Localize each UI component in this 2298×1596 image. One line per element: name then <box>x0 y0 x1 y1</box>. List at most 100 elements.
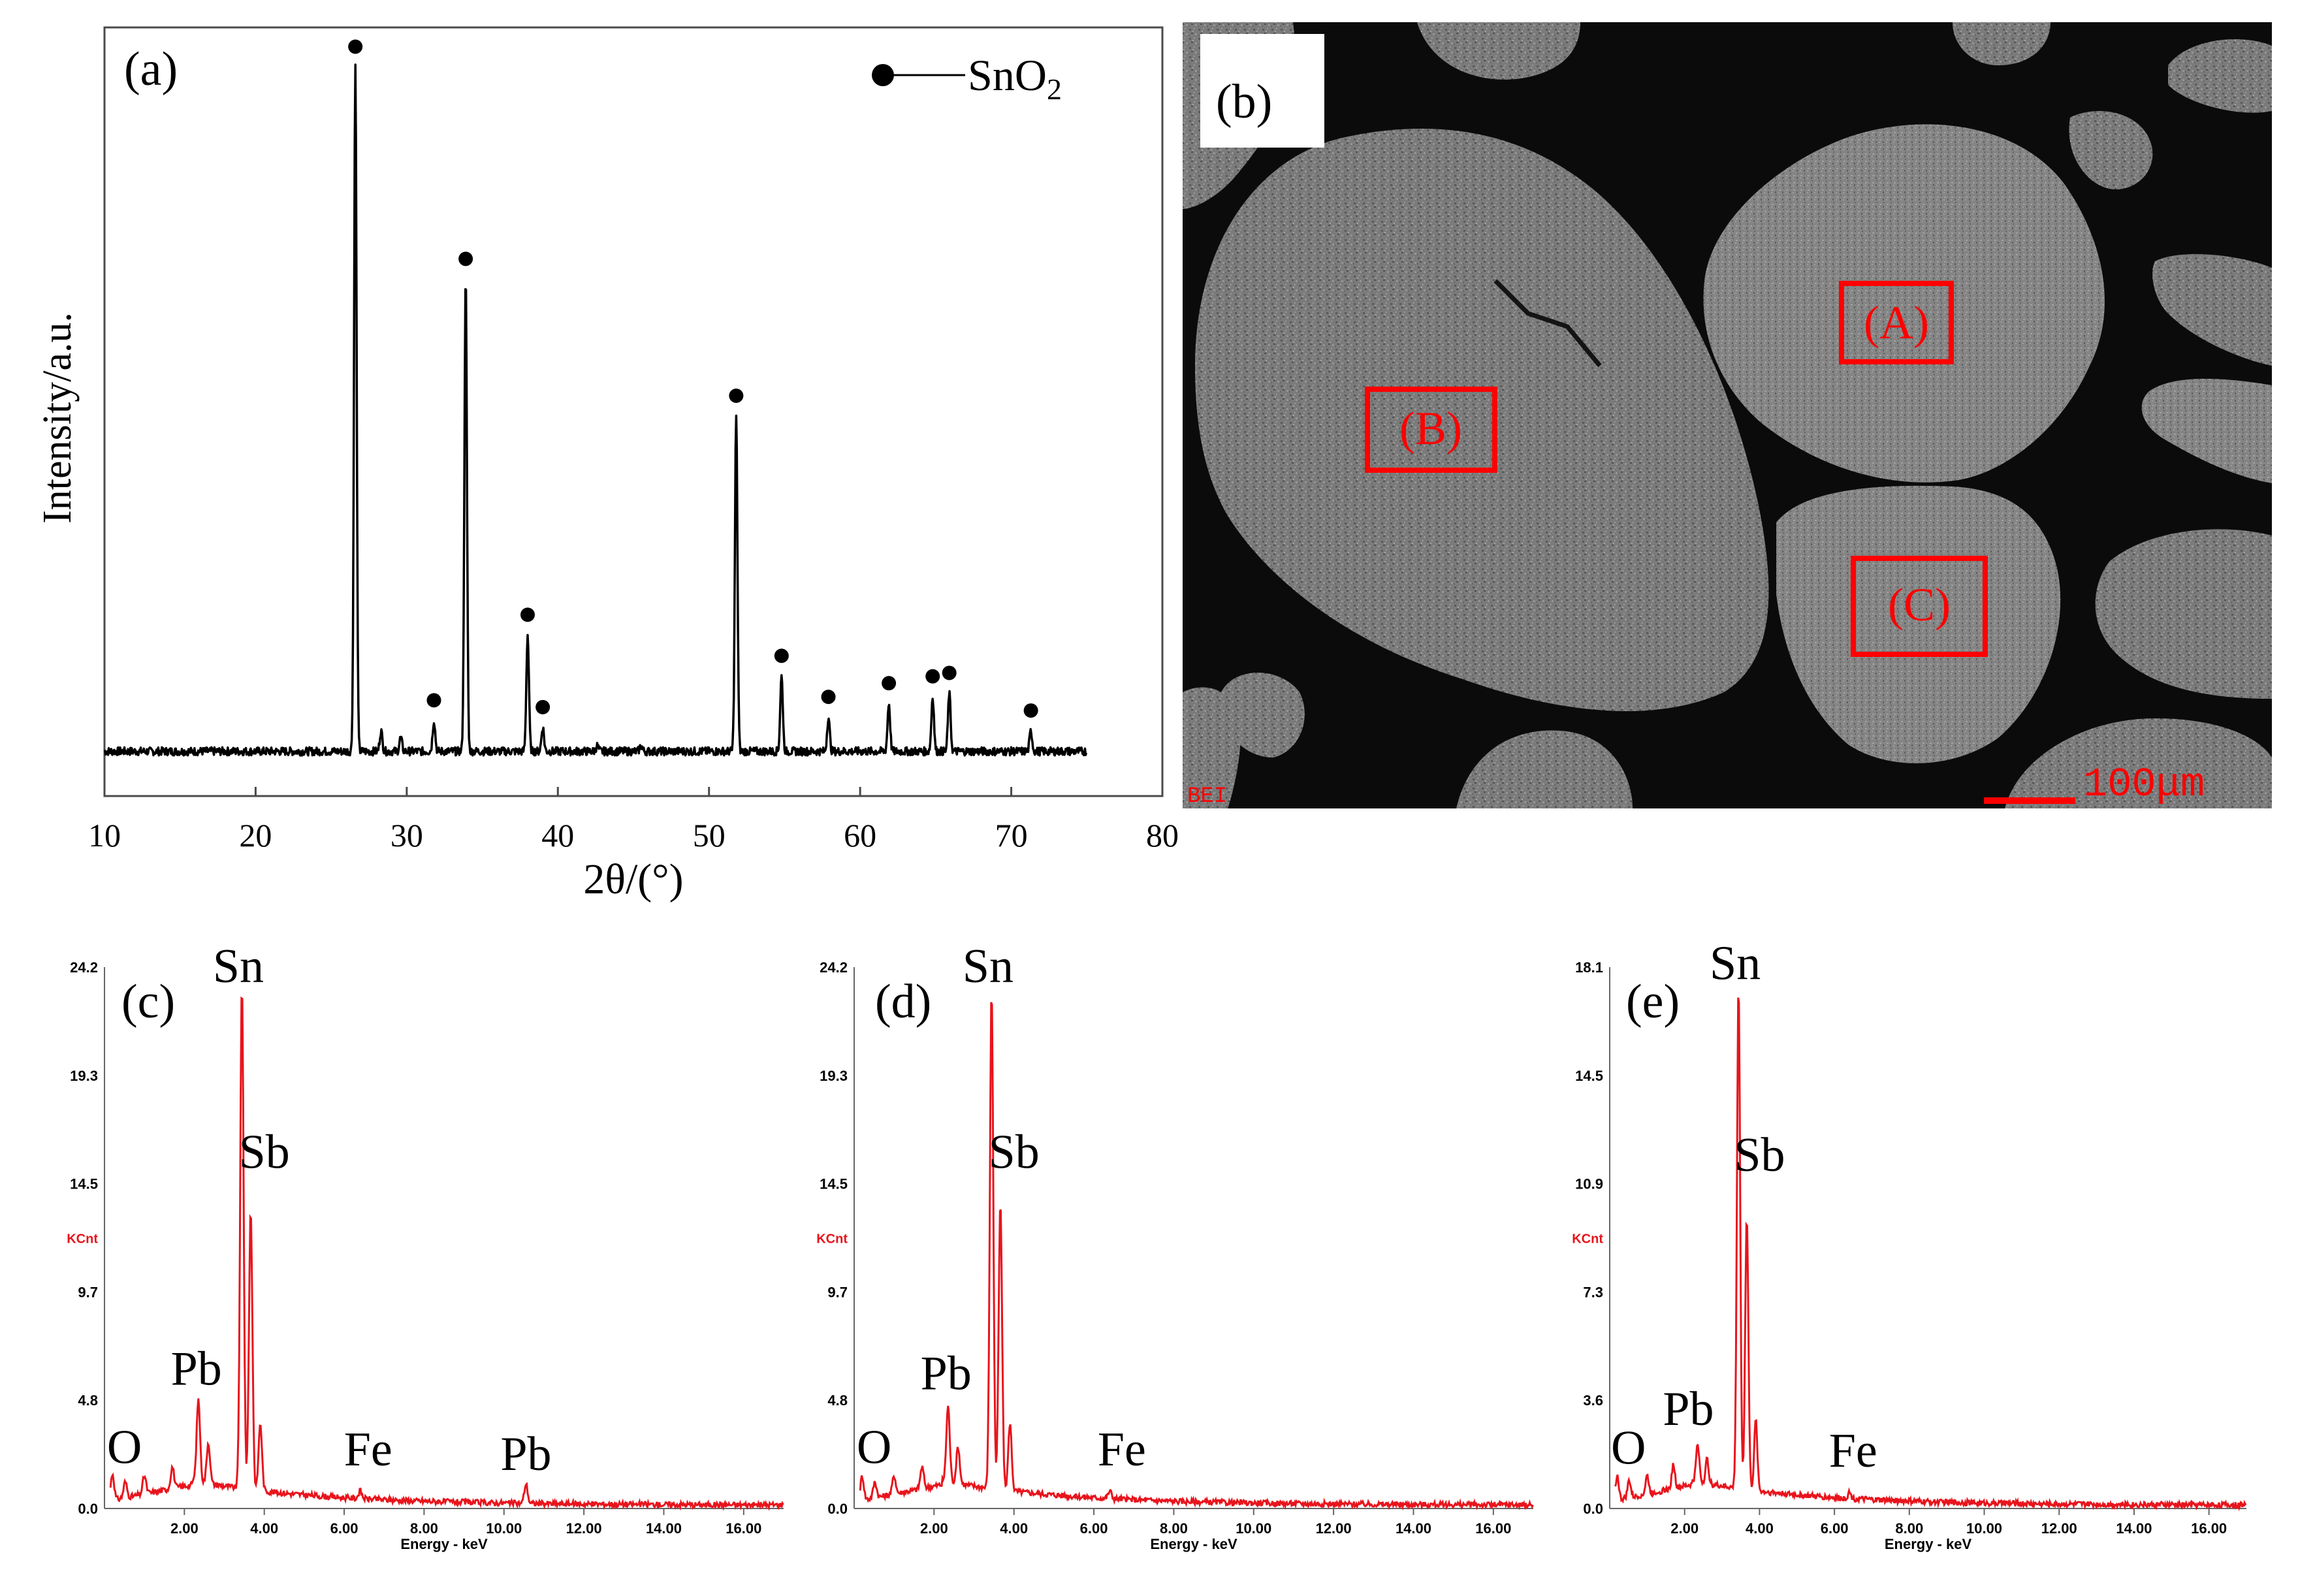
eds-x-tick-label: 4.00 <box>250 1520 278 1537</box>
element-label-pb: Pb <box>171 1343 222 1396</box>
eds-x-tick-label: 2.00 <box>170 1520 199 1537</box>
eds-y-tick-label: 18.1 <box>1575 959 1603 976</box>
xrd-x-tick-label: 80 <box>1146 817 1179 854</box>
particle-right-edge-bottom <box>2152 254 2272 366</box>
element-label-sb: Sb <box>989 1125 1040 1179</box>
sem-image-panel: (b) (A) (B) (C) BEI 100μm <box>1183 22 2272 809</box>
panel-label-a: (a) <box>124 42 178 96</box>
eds-x-axis-label: Energy - keV <box>1150 1536 1237 1552</box>
region-label-C: (C) <box>1888 579 1951 631</box>
eds-x-tick-label: 6.00 <box>1821 1520 1849 1537</box>
eds-y-tick-label: 0.0 <box>78 1501 98 1517</box>
eds-panel-e: 0.0 3.6 7.3 10.9 14.5 18.1 KCnt 2.00 4.00 6.00 8.0… <box>1572 937 2247 1552</box>
xrd-x-tick-label: 30 <box>391 817 423 854</box>
element-label-pb: Pb <box>500 1428 551 1481</box>
eds-y-tick-label: 19.3 <box>70 1068 98 1084</box>
xrd-x-tick-label: 40 <box>541 817 574 854</box>
peak-marker <box>882 676 897 691</box>
element-label-fe: Fe <box>1829 1424 1877 1478</box>
particle-top-mid <box>1417 22 1580 80</box>
panel-label-d: (d) <box>875 975 931 1029</box>
eds-y-tick-label: 7.3 <box>1583 1284 1603 1300</box>
eds-x-axis-label: Energy - keV <box>1885 1536 1972 1552</box>
peak-marker <box>942 665 957 680</box>
xrd-line-sno2 <box>103 63 1088 757</box>
eds-x-tick-label: 8.00 <box>410 1520 438 1537</box>
element-label-sn: Sn <box>213 940 264 993</box>
eds-x-axis-label: Energy - keV <box>400 1536 488 1552</box>
eds-x-tick-label: 12.00 <box>566 1520 602 1537</box>
region-box-C: (C) <box>1851 556 1988 657</box>
eds-x-tick-label: 10.00 <box>486 1520 522 1537</box>
particle-C <box>1776 485 2061 763</box>
xrd-y-axis-label: Intensity/a.u. <box>35 312 80 524</box>
particle-bottom-right <box>2005 718 2272 808</box>
xrd-x-axis-label: 2θ/(°) <box>583 855 683 903</box>
eds-y-tick-label: 4.8 <box>78 1392 98 1409</box>
eds-x-tick-label: 16.00 <box>2191 1520 2227 1537</box>
eds-y-unit-label: KCnt <box>816 1232 848 1247</box>
particle-A <box>1703 124 2105 483</box>
eds-y-tick-label: 14.5 <box>70 1176 98 1192</box>
element-label-pb: Pb <box>1663 1382 1714 1436</box>
peak-marker <box>535 699 551 714</box>
eds-panel-labels: (c) (d) (e) <box>121 975 1680 1029</box>
region-label-A: (A) <box>1864 296 1929 349</box>
xrd-x-tick-label: 20 <box>239 817 272 854</box>
element-label-o: O <box>107 1421 142 1475</box>
legend-label-sno2: SnO2 <box>968 50 1062 106</box>
xrd-x-tick-label: 60 <box>844 817 876 854</box>
eds-x-tick-label: 2.00 <box>920 1520 948 1537</box>
panel-label-c: (c) <box>121 975 175 1029</box>
eds-x-tick-label: 6.00 <box>1080 1520 1108 1537</box>
element-label-sb: Sb <box>239 1125 290 1179</box>
particle-bottom-mid <box>1456 730 1633 808</box>
eds-x-tick-label: 14.00 <box>1396 1520 1431 1537</box>
xrd-x-tick-label: 70 <box>995 817 1028 854</box>
peak-marker <box>426 693 441 708</box>
eds-x-tick-label: 4.00 <box>1746 1520 1774 1537</box>
scale-bar-label: 100μm <box>2083 761 2205 808</box>
eds-y-unit-label: KCnt <box>1572 1232 1603 1247</box>
eds-x-tick-label: 6.00 <box>330 1520 359 1537</box>
eds-y-tick-label: 14.5 <box>820 1176 848 1192</box>
sem-particles <box>1183 22 2272 808</box>
peak-marker <box>729 389 744 403</box>
element-label-sn: Sn <box>1710 937 1761 991</box>
eds-x-tick-label: 4.00 <box>1000 1520 1028 1537</box>
crack <box>1493 279 1602 368</box>
region-label-B: (B) <box>1399 402 1462 455</box>
eds-spectrum-line <box>109 996 784 1512</box>
xrd-x-tick-label: 50 <box>693 817 726 854</box>
peak-marker <box>458 251 473 266</box>
eds-x-tick-label: 10.00 <box>1966 1520 2002 1537</box>
eds-y-tick-label: 19.3 <box>820 1068 848 1084</box>
peak-marker <box>821 690 836 705</box>
sem-mode-text: BEI <box>1187 784 1227 809</box>
eds-x-tick-label: 16.00 <box>1475 1520 1511 1537</box>
panel-label-e: (e) <box>1626 975 1680 1029</box>
eds-x-tick-label: 2.00 <box>1670 1520 1699 1537</box>
xrd-panel: (a) Intensity/a.u. 2θ/(°) 10 20 30 40 50 60 70… <box>35 26 1179 903</box>
region-box-A: (A) <box>1839 281 1954 364</box>
xrd-plot-frame <box>103 26 1164 797</box>
peak-marker <box>1023 703 1038 718</box>
peak-marker <box>520 607 535 622</box>
eds-y-tick-label: 4.8 <box>827 1392 848 1409</box>
eds-x-tick-label: 14.00 <box>2116 1520 2152 1537</box>
eds-panel-c: 0.0 4.8 9.7 14.5 19.3 24.2 KCnt 2.00 4.00 6.00 8.0… <box>67 940 784 1552</box>
element-label-sb: Sb <box>1734 1128 1785 1182</box>
eds-y-tick-label: 24.2 <box>70 959 98 976</box>
xrd-x-tick-label: 10 <box>88 817 121 854</box>
particle-right-upper <box>2141 379 2272 483</box>
particle-small-left <box>1220 673 1305 758</box>
element-label-fe: Fe <box>344 1423 392 1476</box>
eds-y-tick-label: 0.0 <box>827 1501 848 1517</box>
eds-panel-d: 0.0 4.8 9.7 14.5 19.3 24.2 KCnt 2.00 4.00 6.00 8.0… <box>816 940 1534 1552</box>
peak-marker <box>348 39 363 54</box>
element-label-pb: Pb <box>921 1347 972 1401</box>
particle-right-mid <box>2095 529 2272 699</box>
eds-y-tick-label: 14.5 <box>1575 1068 1603 1084</box>
peak-marker <box>925 669 940 684</box>
